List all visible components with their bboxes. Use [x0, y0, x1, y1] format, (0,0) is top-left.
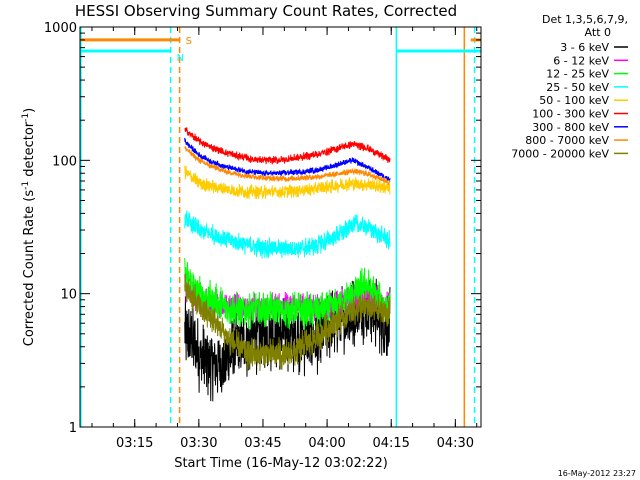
x-axis: 03:15 03:30 03:45 04:00 04:15 04:30 — [91, 27, 478, 451]
legend-label-4: 50 - 100 keV — [539, 94, 609, 107]
legend-label-1: 6 - 12 keV — [553, 54, 609, 67]
x-axis-label: Start Time (16-May-12 03:02:22) — [174, 456, 388, 471]
series-line-6 — [184, 137, 391, 182]
legend-header-line2: Att 0 — [585, 26, 611, 39]
plot-frame — [79, 26, 482, 428]
legend-label-3: 25 - 50 keV — [546, 81, 609, 94]
flag-label-S: S — [186, 36, 192, 47]
series-line-3 — [184, 210, 391, 259]
series-line-5 — [184, 127, 391, 165]
series-line-2 — [184, 258, 391, 330]
timestamp: 16-May-2012 23:27 — [558, 469, 636, 478]
legend-label-5: 100 - 300 keV — [532, 108, 609, 121]
y-tick-label-3: 1000 — [44, 21, 77, 36]
y-axis: 1 10 100 1000 — [44, 21, 481, 436]
legend-label-7: 800 - 7000 keV — [525, 134, 609, 147]
legend-label-2: 12 - 25 keV — [546, 68, 609, 81]
x-tick-label-4: 04:15 — [372, 436, 409, 451]
chart-title: HESSI Observing Summary Count Rates, Cor… — [75, 2, 457, 20]
legend-label-8: 7000 - 20000 keV — [511, 147, 609, 160]
flag-label-N: N — [177, 53, 184, 64]
series-line-8 — [184, 273, 391, 371]
y-axis-label-sup2: -1 — [21, 113, 31, 122]
legend-label-6: 300 - 800 keV — [532, 121, 609, 134]
x-tick-label-0: 03:15 — [116, 436, 153, 451]
y-tick-label-0: 1 — [69, 421, 77, 436]
y-axis-label: Corrected Count Rate (s-1 detector-1) — [21, 108, 37, 346]
y-tick-label-1: 10 — [60, 288, 77, 303]
x-tick-label-5: 04:30 — [437, 436, 474, 451]
x-tick-label-1: 03:30 — [180, 436, 217, 451]
series-line-4 — [184, 165, 391, 200]
y-axis-label-sup1: -1 — [21, 181, 31, 190]
x-tick-label-2: 03:45 — [244, 436, 281, 451]
y-tick-label-2: 100 — [52, 154, 77, 169]
series-line-7 — [184, 146, 391, 185]
y-axis-label-mid: detector — [22, 121, 37, 181]
plot-area: SN — [80, 27, 481, 427]
legend-header-line1: Det 1,3,5,6,7,9, — [542, 13, 628, 26]
y-axis-label-end: ) — [22, 108, 37, 113]
x-tick-label-3: 04:00 — [308, 436, 345, 451]
y-axis-label-main: Corrected Count Rate (s — [22, 190, 37, 347]
legend-label-0: 3 - 6 keV — [560, 41, 609, 54]
